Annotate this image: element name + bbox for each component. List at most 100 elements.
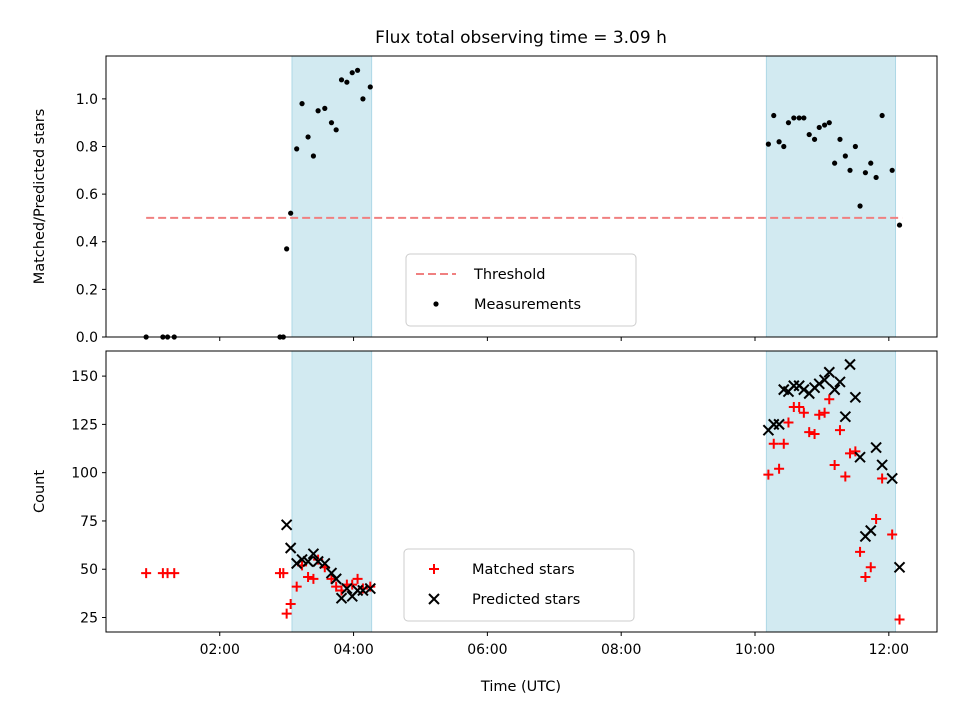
matched-star-point <box>845 448 856 459</box>
count-y-tick-label: 125 <box>71 417 98 433</box>
predicted-star-point <box>341 582 353 595</box>
matched-star-point <box>840 471 851 482</box>
measurement-point <box>837 136 843 142</box>
matched-star-point <box>783 417 794 428</box>
predicted-star-point <box>849 391 862 404</box>
predicted-star-point <box>813 378 825 390</box>
count-y-tick-label: 50 <box>80 562 98 578</box>
measurement-point <box>847 167 853 173</box>
matched-star-point <box>141 568 152 579</box>
measurement-point <box>796 115 802 121</box>
matched-star-point <box>291 581 302 592</box>
predicted-star-point <box>773 418 785 431</box>
predicted-star-point <box>865 524 877 537</box>
chart-title: Flux total observing time = 3.09 h <box>375 28 667 48</box>
ratio-y-tick-label: 0.4 <box>76 235 98 251</box>
measurement-point <box>299 101 305 107</box>
predicted-star-point <box>302 555 314 568</box>
count-series-predicted-stars <box>280 358 906 604</box>
matched-star-point <box>834 425 845 436</box>
legend-label: Measurements <box>474 297 581 313</box>
matched-star-point <box>285 598 296 609</box>
count-panel: 25 50 75 100 125 150 02:00 04:00 06:00 08:00 10:00… <box>32 350 938 658</box>
matched-star-point <box>763 469 774 480</box>
count-y-tick-label: 25 <box>80 611 98 627</box>
predicted-star-point <box>828 383 841 396</box>
measurement-point <box>315 108 321 114</box>
matched-star-point <box>347 579 358 590</box>
measurement-point <box>305 134 311 140</box>
legend-label: Threshold <box>473 267 545 283</box>
predicted-star-point <box>312 555 324 568</box>
predicted-star-point <box>818 374 831 386</box>
matched-star-point <box>308 573 319 584</box>
measurement-point <box>781 143 787 150</box>
measurement-point <box>776 139 782 145</box>
matched-star-point <box>814 409 825 420</box>
measurement-point <box>310 153 317 159</box>
predicted-star-point <box>290 557 303 570</box>
matched-star-point <box>804 427 815 438</box>
predicted-star-point <box>364 582 376 595</box>
ratio-y-axis-title: Matched/Predicted stars <box>32 109 48 285</box>
x-tick-label: 04:00 <box>333 642 373 658</box>
ratio-y-tick-label: 0.0 <box>76 330 98 346</box>
ratio-y-tick-label: 0.6 <box>76 187 98 203</box>
x-tick-label: 10:00 <box>735 642 775 658</box>
matched-star-point <box>774 463 785 474</box>
measurement-point <box>857 203 863 209</box>
matched-star-point <box>871 514 882 525</box>
predicted-star-point <box>839 410 852 423</box>
predicted-star-point <box>280 519 293 531</box>
predicted-star-point <box>823 366 835 378</box>
matched-star-point <box>829 459 840 470</box>
legend-matched-swatch <box>429 564 439 574</box>
measurement-point <box>801 115 807 121</box>
measurement-point <box>367 84 373 90</box>
x-tick-label: 08:00 <box>601 642 641 658</box>
legend-label: Matched stars <box>472 562 575 578</box>
matched-star-point <box>794 402 805 413</box>
measurement-point <box>873 174 879 181</box>
matched-star-point <box>887 529 898 540</box>
predicted-star-point <box>893 561 906 574</box>
measurement-point <box>354 67 361 73</box>
count-legend: Matched stars Predicted stars <box>403 548 635 622</box>
matched-star-point <box>778 438 789 449</box>
measurement-point <box>889 167 895 173</box>
measurement-point <box>879 112 885 119</box>
legend-box <box>403 548 635 622</box>
measurement-point <box>765 141 771 147</box>
ratio-shaded-interval-1 <box>291 55 373 338</box>
measurement-point <box>791 115 797 121</box>
count-shaded-interval-1 <box>291 350 373 633</box>
count-shaded-interval-2 <box>765 350 897 633</box>
legend-predicted-swatch <box>428 593 440 605</box>
x-tick-label: 06:00 <box>467 642 507 658</box>
predicted-star-point <box>844 358 856 371</box>
ratio-axes-frame <box>105 55 938 338</box>
matched-star-point <box>819 407 830 418</box>
matched-star-point <box>303 571 314 582</box>
predicted-star-point <box>798 383 810 396</box>
matched-star-point <box>768 438 779 449</box>
count-y-axis-title: Count <box>32 470 48 513</box>
measurement-point <box>811 136 818 142</box>
measurement-point <box>338 77 345 83</box>
count-y-tick-label: 150 <box>71 369 98 385</box>
matched-star-point <box>331 581 342 592</box>
predicted-star-point <box>319 557 331 570</box>
ratio-series-measurements <box>143 67 903 340</box>
measurement-point <box>333 127 339 133</box>
matched-star-point <box>850 446 861 457</box>
matched-star-point <box>894 614 905 625</box>
matched-star-point <box>877 473 888 484</box>
legend-measurements-swatch <box>433 301 439 307</box>
legend-box <box>405 253 637 327</box>
matched-star-point <box>352 573 363 584</box>
predicted-star-point <box>854 451 866 463</box>
matched-star-point <box>278 568 289 579</box>
measurement-point <box>284 246 290 252</box>
measurement-point <box>349 70 355 76</box>
